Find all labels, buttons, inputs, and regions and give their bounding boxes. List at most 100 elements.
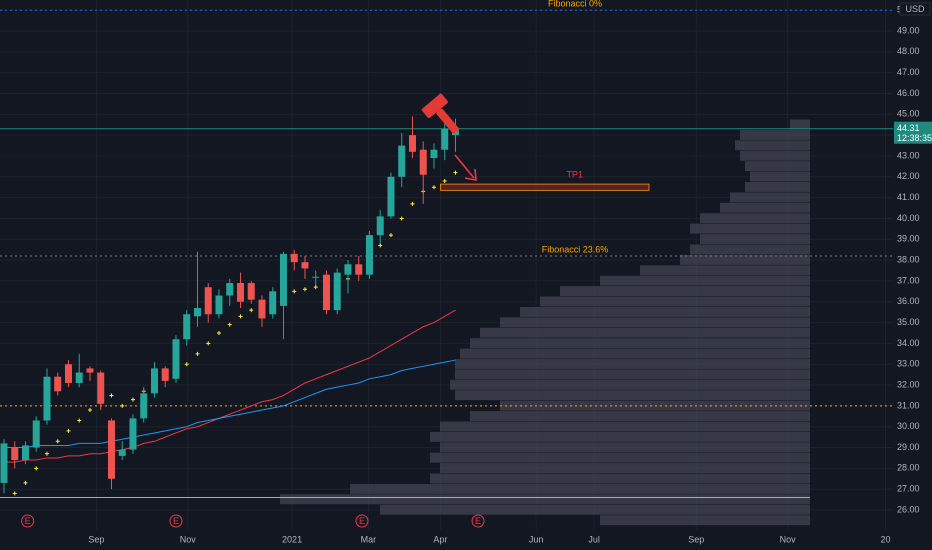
candle-body: [129, 418, 137, 450]
candle-body: [215, 295, 223, 315]
candle-body: [43, 376, 51, 421]
volume-bar: [440, 442, 810, 453]
candle-body: [236, 283, 244, 302]
candle-body: [0, 443, 8, 483]
price-axis: [893, 0, 932, 550]
candle-body: [279, 253, 287, 306]
price-badge-countdown: 12:38:35: [897, 133, 932, 143]
x-tick-label: Sep: [688, 534, 704, 544]
candle-body: [387, 176, 395, 217]
hammer-icon: [421, 93, 459, 134]
earnings-label: E: [173, 516, 179, 526]
candle-body: [75, 372, 83, 383]
volume-bar: [735, 140, 810, 151]
sar-dot: [238, 314, 243, 319]
sar-dot: [378, 243, 383, 248]
volume-bar: [700, 213, 810, 224]
x-tick-label: Nov: [780, 534, 797, 544]
candle-body: [21, 445, 29, 461]
level-label: Fibonacci 23.6%: [542, 244, 609, 254]
candle-body: [204, 287, 212, 315]
x-tick-label: Mar: [361, 534, 377, 544]
volume-bar: [430, 431, 810, 442]
candle-body: [32, 420, 40, 448]
x-tick-label: Jun: [529, 534, 544, 544]
volume-bar: [430, 473, 810, 484]
y-tick-label: 36.00: [897, 296, 920, 306]
volume-bar: [700, 234, 810, 244]
earnings-label: E: [475, 516, 481, 526]
candle-body: [64, 364, 72, 383]
earnings-label: E: [359, 516, 365, 526]
volume-bar: [455, 369, 810, 380]
volume-bar: [690, 244, 810, 255]
y-tick-label: 35.00: [897, 317, 920, 327]
y-tick-label: 31.00: [897, 400, 920, 410]
candle-body: [11, 447, 19, 461]
moving-average: [3, 359, 456, 449]
candle-body: [398, 145, 406, 177]
x-tick-label: Jul: [588, 534, 600, 544]
sar-dot: [66, 428, 71, 433]
sar-dot: [388, 233, 393, 238]
candle-body: [118, 449, 126, 456]
volume-bar: [455, 359, 810, 369]
candle-body: [86, 368, 94, 373]
y-tick-label: 26.00: [897, 504, 920, 514]
target-label: TP1: [566, 169, 583, 179]
earnings-label: E: [25, 516, 31, 526]
volume-bar: [350, 483, 810, 494]
x-tick-label: Apr: [433, 534, 447, 544]
candle-body: [355, 264, 363, 275]
y-tick-label: 29.00: [897, 442, 920, 452]
volume-bar: [740, 150, 810, 161]
y-tick-label: 49.00: [897, 25, 920, 35]
candle-body: [365, 235, 373, 275]
y-tick-label: 47.00: [897, 67, 920, 77]
y-tick-label: 46.00: [897, 88, 920, 98]
volume-bar: [500, 317, 810, 328]
candle-body: [161, 368, 169, 381]
y-tick-label: 43.00: [897, 150, 920, 160]
candle-body: [269, 291, 277, 315]
volume-bar: [600, 275, 810, 286]
arrow: [454, 154, 477, 181]
volume-bar: [440, 421, 810, 432]
candle-body: [408, 135, 416, 152]
candle-body: [150, 368, 158, 394]
axis-labels: 26.00 27.00 28.00 29.00 30.00 31.00 32.00 33.00…: [88, 2, 932, 544]
y-tick-label: 41.00: [897, 192, 920, 202]
candle-body: [193, 308, 201, 317]
sar-dot: [34, 466, 39, 471]
price-badge-value: 44.31: [897, 123, 920, 133]
y-tick-label: 28.00: [897, 463, 920, 473]
volume-bar: [450, 379, 810, 390]
y-tick-label: 42.00: [897, 171, 920, 181]
sar-dot: [109, 393, 114, 398]
volume-bar: [460, 348, 810, 359]
moving-average: [3, 309, 456, 463]
sar-dot: [399, 216, 404, 221]
sar-dot: [12, 491, 17, 496]
volume-bar: [470, 338, 810, 349]
candle-body: [54, 376, 62, 392]
level-label: Fibonacci 0%: [548, 0, 602, 9]
y-tick-label: 37.00: [897, 275, 920, 285]
volume-profile: [280, 119, 810, 526]
y-tick-label: 27.00: [897, 484, 920, 494]
sar-dot: [120, 403, 125, 408]
x-tick-label: Nov: [180, 534, 197, 544]
sar-dot: [453, 170, 458, 175]
sar-dot: [77, 418, 82, 423]
candle-body: [333, 272, 341, 311]
sar-dot: [431, 185, 436, 190]
currency-box: [899, 2, 931, 16]
volume-bar: [280, 494, 810, 505]
candle-body: [258, 299, 266, 319]
y-tick-label: 39.00: [897, 234, 920, 244]
candle-body: [183, 314, 191, 340]
y-tick-label: 38.00: [897, 254, 920, 264]
